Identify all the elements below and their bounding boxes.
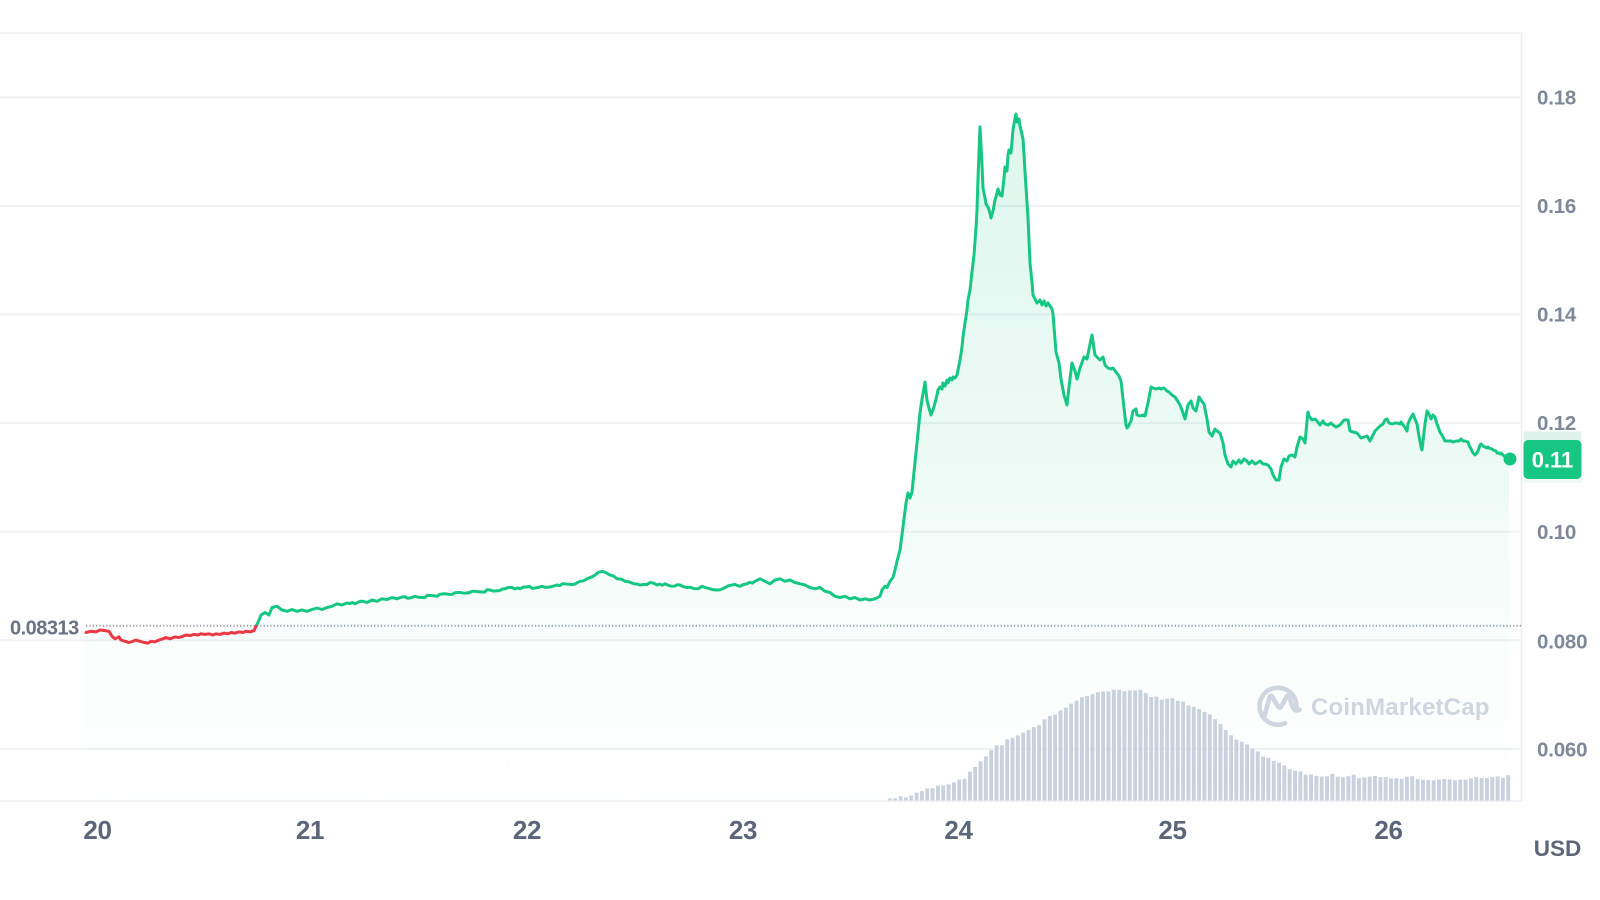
svg-text:0.11: 0.11 xyxy=(1532,448,1574,473)
svg-text:22: 22 xyxy=(513,815,541,845)
svg-text:0.18: 0.18 xyxy=(1537,87,1576,110)
svg-text:0.080: 0.080 xyxy=(1537,631,1587,654)
svg-text:0.16: 0.16 xyxy=(1537,195,1576,218)
svg-text:25: 25 xyxy=(1158,815,1186,845)
svg-text:24: 24 xyxy=(944,815,973,845)
svg-text:23: 23 xyxy=(729,815,757,845)
svg-text:0.10: 0.10 xyxy=(1537,521,1576,544)
svg-text:USD: USD xyxy=(1534,836,1582,861)
svg-text:0.12: 0.12 xyxy=(1537,412,1576,435)
svg-text:21: 21 xyxy=(296,815,324,845)
svg-text:26: 26 xyxy=(1374,815,1402,845)
svg-text:20: 20 xyxy=(83,815,111,845)
svg-text:0.060: 0.060 xyxy=(1537,739,1587,762)
svg-text:0.08313: 0.08313 xyxy=(10,618,79,640)
svg-text:0.14: 0.14 xyxy=(1537,304,1577,327)
